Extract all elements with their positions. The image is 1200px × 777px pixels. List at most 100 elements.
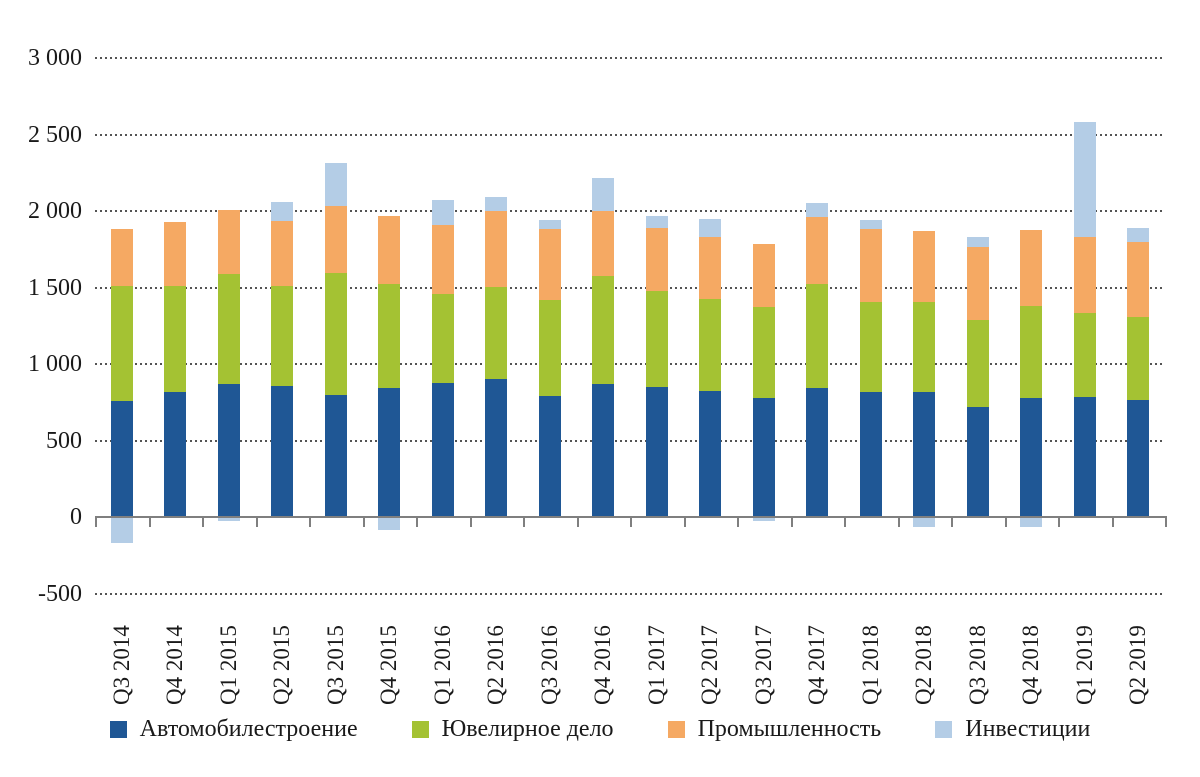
- bar-segment: [699, 237, 721, 299]
- x-axis-tick: [577, 518, 579, 527]
- bar-segment: [1074, 312, 1096, 397]
- bar-segment: [485, 379, 507, 517]
- bar-segment: [592, 178, 614, 211]
- x-axis-tick-label: Q4 2017: [804, 625, 830, 705]
- bar-segment: [1127, 399, 1149, 517]
- x-axis-tick-label: Q3 2015: [322, 625, 348, 705]
- bar-segment: [271, 386, 293, 517]
- legend-item: Инвестиции: [935, 716, 1090, 743]
- bar-segment: [378, 215, 400, 285]
- legend-label: Инвестиции: [965, 716, 1091, 742]
- x-axis-tick: [737, 518, 739, 527]
- x-axis-tick-label: Q2 2018: [911, 625, 937, 705]
- gridline-3000: [95, 57, 1165, 59]
- x-axis-tick-label: Q4 2016: [590, 625, 616, 705]
- x-axis-tick: [630, 518, 632, 527]
- x-axis-tick-label: Q1 2018: [857, 625, 883, 705]
- x-axis-tick-label: Q2 2019: [1125, 625, 1151, 705]
- x-axis-tick-label: Q4 2018: [1018, 625, 1044, 705]
- legend-item: Ювелирное дело: [411, 716, 614, 743]
- x-axis-tick-label: Q4 2015: [376, 625, 402, 705]
- x-axis-tick: [844, 518, 846, 527]
- bar-segment: [164, 392, 186, 517]
- bar-segment: [806, 283, 828, 389]
- x-axis-tick: [95, 518, 97, 527]
- bar-segment: [432, 293, 454, 384]
- bar-segment: [271, 201, 293, 221]
- gridline-2500: [95, 133, 1165, 136]
- x-axis-line: [95, 516, 1167, 518]
- bar-segment: [699, 298, 721, 391]
- bar-segment: [646, 215, 668, 228]
- bar-segment: [699, 219, 721, 237]
- bar-segment: [218, 383, 240, 517]
- x-axis-tick-label: Q3 2016: [536, 625, 562, 705]
- bar-segment: [164, 285, 186, 393]
- x-axis-tick: [523, 518, 525, 527]
- gridline-500: [95, 439, 1165, 442]
- bar-segment: [111, 228, 133, 286]
- x-axis-tick: [1005, 518, 1007, 527]
- y-axis-tick-label: 500: [46, 427, 82, 454]
- y-axis-tick-label: 2 000: [28, 198, 82, 224]
- bar-segment: [378, 517, 400, 530]
- bar-segment: [485, 211, 507, 287]
- bar-segment: [913, 302, 935, 392]
- x-axis-tick: [470, 518, 472, 527]
- y-axis-tick-label: 0: [70, 504, 82, 530]
- gridline-2000: [95, 210, 1165, 212]
- bar-segment: [378, 284, 400, 388]
- legend-item: Промышленность: [667, 716, 882, 743]
- bar-segment: [539, 228, 561, 300]
- bar-segment: [432, 224, 454, 294]
- bar-segment: [539, 220, 561, 229]
- x-axis-tick-label: Q1 2017: [643, 625, 669, 705]
- legend-swatch-icon: [411, 721, 429, 738]
- bar-segment: [1020, 517, 1042, 527]
- x-axis-tick: [309, 518, 311, 527]
- bar-segment: [913, 391, 935, 517]
- bar-segment: [806, 202, 828, 218]
- bar-segment: [378, 387, 400, 517]
- bar-segment: [967, 406, 989, 517]
- bar-segment: [271, 220, 293, 286]
- bar-segment: [218, 210, 240, 275]
- bar-segment: [646, 386, 668, 517]
- x-axis-tick-label: Q3 2014: [108, 625, 134, 705]
- bar-segment: [432, 383, 454, 517]
- x-axis-tick: [416, 518, 418, 527]
- bar-segment: [325, 206, 347, 273]
- bar-segment: [592, 276, 614, 384]
- legend-label: Ювелирное дело: [441, 716, 614, 742]
- x-axis-tick: [898, 518, 900, 527]
- bar-segment: [485, 286, 507, 380]
- x-axis-tick: [1165, 518, 1167, 527]
- x-axis-tick-label: Q2 2017: [697, 625, 723, 705]
- x-axis-tick: [256, 518, 258, 527]
- x-axis-tick-label: Q3 2017: [750, 625, 776, 705]
- bar-segment: [753, 517, 775, 521]
- x-axis-tick: [149, 518, 151, 527]
- bar-segment: [860, 220, 882, 229]
- bar-segment: [753, 397, 775, 517]
- x-axis-tick: [1112, 518, 1114, 527]
- legend-label: Промышленность: [697, 716, 882, 742]
- legend-item: Автомобилестроение: [109, 716, 358, 743]
- bar-segment: [111, 285, 133, 401]
- x-axis-tick-label: Q1 2019: [1071, 625, 1097, 705]
- bar-segment: [699, 390, 721, 517]
- x-axis-tick: [684, 518, 686, 527]
- bar-segment: [753, 307, 775, 398]
- bar-segment: [860, 228, 882, 303]
- bar-segment: [325, 394, 347, 517]
- y-axis-tick-label: 3 000: [28, 45, 82, 71]
- bar-segment: [592, 211, 614, 277]
- x-axis-tick-label: Q2 2015: [269, 625, 295, 705]
- bar-segment: [967, 319, 989, 407]
- y-axis-tick-label: 2 500: [28, 121, 82, 148]
- bar-segment: [539, 299, 561, 397]
- bar-segment: [967, 237, 989, 247]
- legend-swatch-icon: [109, 721, 127, 738]
- bar-segment: [218, 517, 240, 521]
